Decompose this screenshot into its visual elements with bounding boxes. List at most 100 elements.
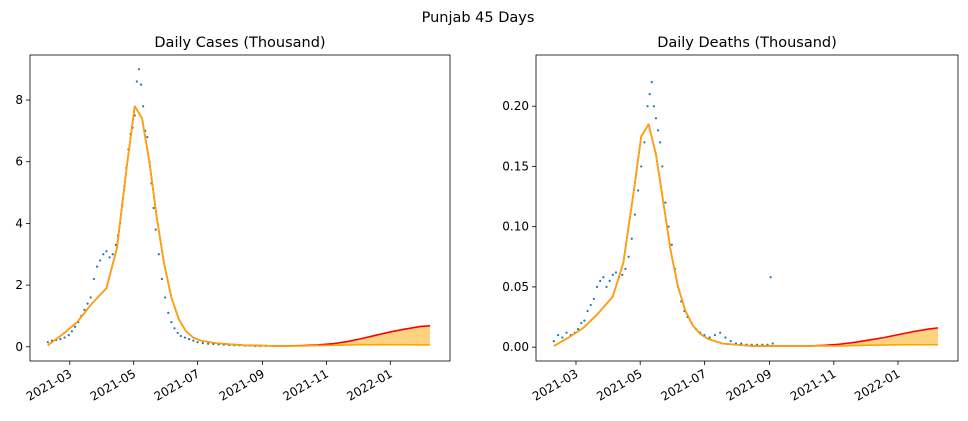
x-tick-label: 2021-03 [24,366,74,403]
data-point [89,296,92,299]
data-point [179,334,182,338]
data-point [108,256,111,259]
data-point [661,165,664,168]
chart-title: Daily Cases (Thousand) [154,35,325,51]
data-point [640,165,643,168]
data-point [659,141,662,144]
data-point [152,206,155,210]
x-tick-label: 2021-07 [152,366,202,403]
fit-line [553,123,938,347]
y-tick-label: 0.10 [502,220,529,234]
data-point [154,228,157,231]
y-tick-label: 6 [15,155,23,169]
x-tick-label: 2021-07 [658,366,708,403]
y-tick-label: 0.20 [502,99,529,113]
y-tick-label: 0 [15,340,23,354]
data-point [624,267,627,270]
chart-title: Daily Deaths (Thousand) [657,35,837,51]
data-point [713,334,717,337]
y-tick-label: 0.00 [502,340,529,354]
data-point [599,279,602,282]
data-point [201,342,204,345]
chart-daily-cases: Daily Cases (Thousand) 0 2 4 6 8 2021-03 2021-… [15,35,451,404]
data-point [63,336,66,339]
y-tick-label: 0.15 [502,159,529,173]
data-point [652,105,655,108]
data-point [73,325,77,328]
data-point [92,277,95,281]
data-point [611,273,614,276]
data-point [729,340,732,343]
x-tick-label: 2021-09 [724,366,774,403]
data-point [614,271,618,274]
data-point [719,331,722,334]
data-point [83,308,86,311]
data-point [46,341,49,344]
data-point [586,309,589,313]
uncertainty-band [47,106,431,346]
data-point [769,276,772,279]
x-tick-label: 2022-01 [344,366,394,403]
data-point [608,279,611,282]
data-point [724,336,727,339]
data-point [580,321,583,325]
y-tick-label: 0.05 [502,280,529,294]
data-point [565,331,568,334]
data-point [67,333,70,337]
data-point [708,336,711,339]
data-point [139,83,143,86]
data-point [111,253,114,256]
data-point [188,338,191,341]
y-tick-label: 2 [15,278,23,292]
data-point [654,117,658,120]
data-point [59,338,62,341]
data-point [183,336,187,339]
data-point [105,250,108,253]
x-tick-label: 2021-11 [280,366,330,403]
data-point [176,331,179,335]
x-tick-label: 2022-01 [852,366,902,403]
data-point [99,259,102,262]
uncertainty-band [553,124,938,346]
data-point [627,255,630,258]
x-tick-label: 2021-09 [217,366,267,403]
y-tick-label: 4 [15,216,23,230]
data-point [771,342,774,345]
data-point [636,189,640,192]
data-point [602,276,605,279]
data-point [561,336,564,339]
axes-frame [29,54,451,362]
data-point [583,319,586,322]
data-point [589,303,592,307]
x-tick-label: 2021-03 [530,366,580,403]
data-point [595,285,599,289]
chart-daily-deaths: Daily Deaths (Thousand) 0.00 0.05 0.10 0.15… [502,35,959,404]
data-point [160,277,164,281]
axes-frame [535,54,959,362]
data-point [192,339,195,342]
data-point [648,93,651,96]
data-point [664,201,667,204]
data-point [142,105,145,108]
data-point [605,285,608,289]
data-point [621,273,624,276]
data-point [86,302,89,305]
data-point [146,135,149,139]
projection-upper-line [47,105,431,347]
x-tick-label: 2021-05 [594,366,644,403]
data-point [157,253,160,256]
data-point [206,342,210,345]
data-point [633,213,637,216]
data-point [196,341,199,344]
data-point [135,80,138,83]
data-point [646,105,649,108]
data-point [656,129,660,132]
data-point [592,297,595,301]
data-point [552,340,555,343]
data-point [95,265,99,268]
x-tick-label: 2021-11 [788,366,838,403]
data-point [643,141,646,144]
projection-upper-line [553,123,939,347]
data-point [650,81,653,84]
